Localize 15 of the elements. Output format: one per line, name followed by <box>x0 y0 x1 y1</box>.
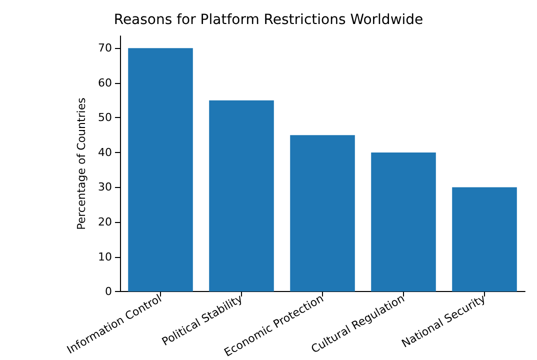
bar <box>290 135 355 292</box>
y-axis-title: Percentage of Countries <box>75 97 88 230</box>
y-tick-label: 70 <box>98 42 112 55</box>
y-tick-label: 20 <box>98 216 112 229</box>
y-tick-label: 10 <box>98 250 112 264</box>
y-tick-label: 40 <box>98 146 112 159</box>
bar <box>371 152 436 292</box>
y-tick-label: 60 <box>98 76 112 90</box>
bar <box>452 187 517 292</box>
y-tick-label: 30 <box>98 180 112 194</box>
chart-title: Reasons for Platform Restrictions Worldwide <box>114 12 424 28</box>
bar <box>209 100 274 292</box>
bar <box>128 48 193 292</box>
y-tick-label: 50 <box>98 111 112 124</box>
y-tick-label: 0 <box>105 285 112 298</box>
